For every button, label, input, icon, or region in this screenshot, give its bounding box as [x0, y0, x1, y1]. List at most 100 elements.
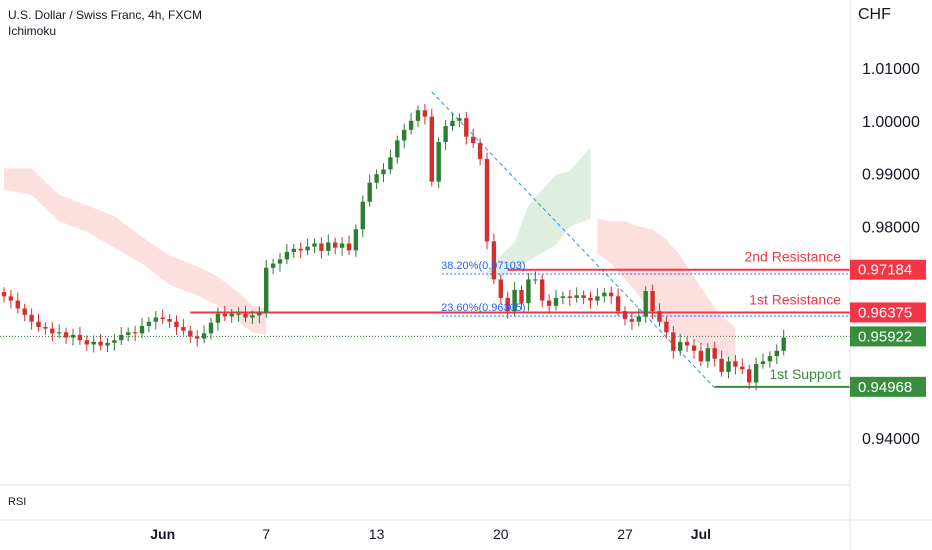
candle-body: [15, 300, 20, 309]
candle-body: [160, 317, 165, 320]
y-tick-label-3: 0.98000: [862, 220, 920, 237]
candle-body: [498, 279, 503, 298]
candle-body: [574, 295, 579, 298]
x-tick-label-5: Jul: [691, 526, 711, 542]
candle-body: [657, 311, 662, 322]
ichimoku-cloud-bearish-2: [597, 218, 736, 366]
candle-body: [740, 366, 745, 370]
price-tag-last: [850, 326, 926, 347]
indicator-label: Ichimoku: [8, 24, 57, 38]
candle-body: [91, 341, 96, 345]
ichimoku-cloud: [4, 147, 736, 366]
candle-body: [63, 332, 69, 338]
candle-body: [146, 321, 152, 326]
fib-label-1: 23.60%(0.96305): [441, 302, 525, 314]
candle-body: [712, 348, 717, 359]
candle-body: [139, 325, 145, 334]
candle-body: [284, 251, 290, 260]
candles-layer: [1, 103, 786, 391]
candle-body: [429, 116, 434, 182]
candle-body: [519, 290, 524, 304]
candle-body: [132, 332, 138, 334]
candle-body: [153, 317, 158, 322]
candle-body: [1, 292, 7, 297]
candle-body: [29, 314, 34, 322]
candle-body: [346, 243, 352, 251]
candle-body: [70, 334, 76, 338]
candle-body: [36, 321, 41, 327]
candle-body: [540, 279, 545, 301]
candle-body: [22, 308, 27, 315]
candle-body: [305, 246, 310, 251]
candle-body: [98, 341, 103, 346]
candle-body: [526, 279, 531, 304]
candle-body: [567, 296, 572, 298]
candle-body: [408, 120, 414, 130]
candle-body: [84, 340, 89, 345]
candle-body: [436, 142, 441, 182]
price-tag-text-r2: 0.97184: [858, 262, 912, 279]
candle-body: [422, 110, 428, 117]
level-name-r1: 1st Resistance: [749, 291, 841, 307]
candle-body: [622, 311, 628, 320]
x-tick-label-0: Jun: [150, 526, 175, 542]
candle-body: [112, 340, 117, 343]
candle-body: [477, 143, 483, 159]
descending-trendline: [431, 91, 716, 389]
level-labels-layer: 38.20%(0.97103) 23.60%(0.96305) 2nd Resist…: [441, 249, 926, 397]
candle-body: [402, 129, 407, 141]
candle-body: [381, 169, 386, 175]
chart-title: U.S. Dollar / Swiss Franc, 4h, FXCM: [8, 8, 203, 22]
candle-body: [443, 126, 448, 142]
candle-body: [719, 358, 724, 372]
candle-body: [505, 297, 510, 312]
candle-body: [609, 292, 614, 297]
candle-body: [395, 140, 400, 158]
price-tag-text-s1: 0.94968: [858, 379, 912, 396]
y-tick-label-1: 1.00000: [862, 114, 920, 131]
candle-body: [664, 321, 669, 333]
candle-body: [581, 295, 586, 298]
candle-body: [222, 313, 227, 317]
candle-body: [50, 328, 55, 334]
candle-body: [588, 297, 593, 301]
price-tag-s1: [850, 376, 926, 397]
candle-body: [705, 348, 710, 362]
candle-body: [257, 312, 262, 316]
candle-body: [553, 297, 559, 306]
candle-body: [243, 313, 248, 318]
ichimoku-cloud-bearish-0: [4, 168, 267, 335]
candle-body: [684, 341, 690, 346]
candle-body: [747, 369, 752, 383]
candle-body: [767, 356, 773, 362]
candle-body: [215, 313, 221, 323]
candle-body: [774, 350, 779, 357]
candle-body: [188, 330, 193, 337]
candle-body: [533, 279, 538, 281]
price-tag-r2: [850, 259, 926, 280]
candle-body: [319, 243, 324, 251]
candle-body: [546, 300, 552, 306]
candle-body: [733, 361, 738, 367]
candle-body: [471, 136, 476, 144]
candle-body: [333, 242, 338, 248]
ichimoku-cloud-bullish-1: [487, 147, 591, 280]
x-tick-label-3: 20: [493, 526, 509, 542]
candle-body: [195, 336, 200, 339]
trendline-layer: [431, 91, 716, 389]
candle-body: [450, 120, 455, 127]
x-tick-label-1: 7: [262, 526, 270, 542]
price-tag-text-last: 0.95922: [858, 328, 912, 345]
y-tick-label-2: 0.99000: [862, 167, 920, 184]
level-name-r2: 2nd Resistance: [744, 249, 841, 265]
candle-body: [374, 174, 379, 183]
candle-body: [678, 341, 683, 351]
candle-body: [615, 296, 621, 312]
candle-body: [298, 248, 303, 251]
candle-body: [236, 313, 241, 315]
candle-body: [312, 243, 317, 247]
candle-body: [595, 296, 600, 301]
candle-body: [105, 342, 110, 346]
